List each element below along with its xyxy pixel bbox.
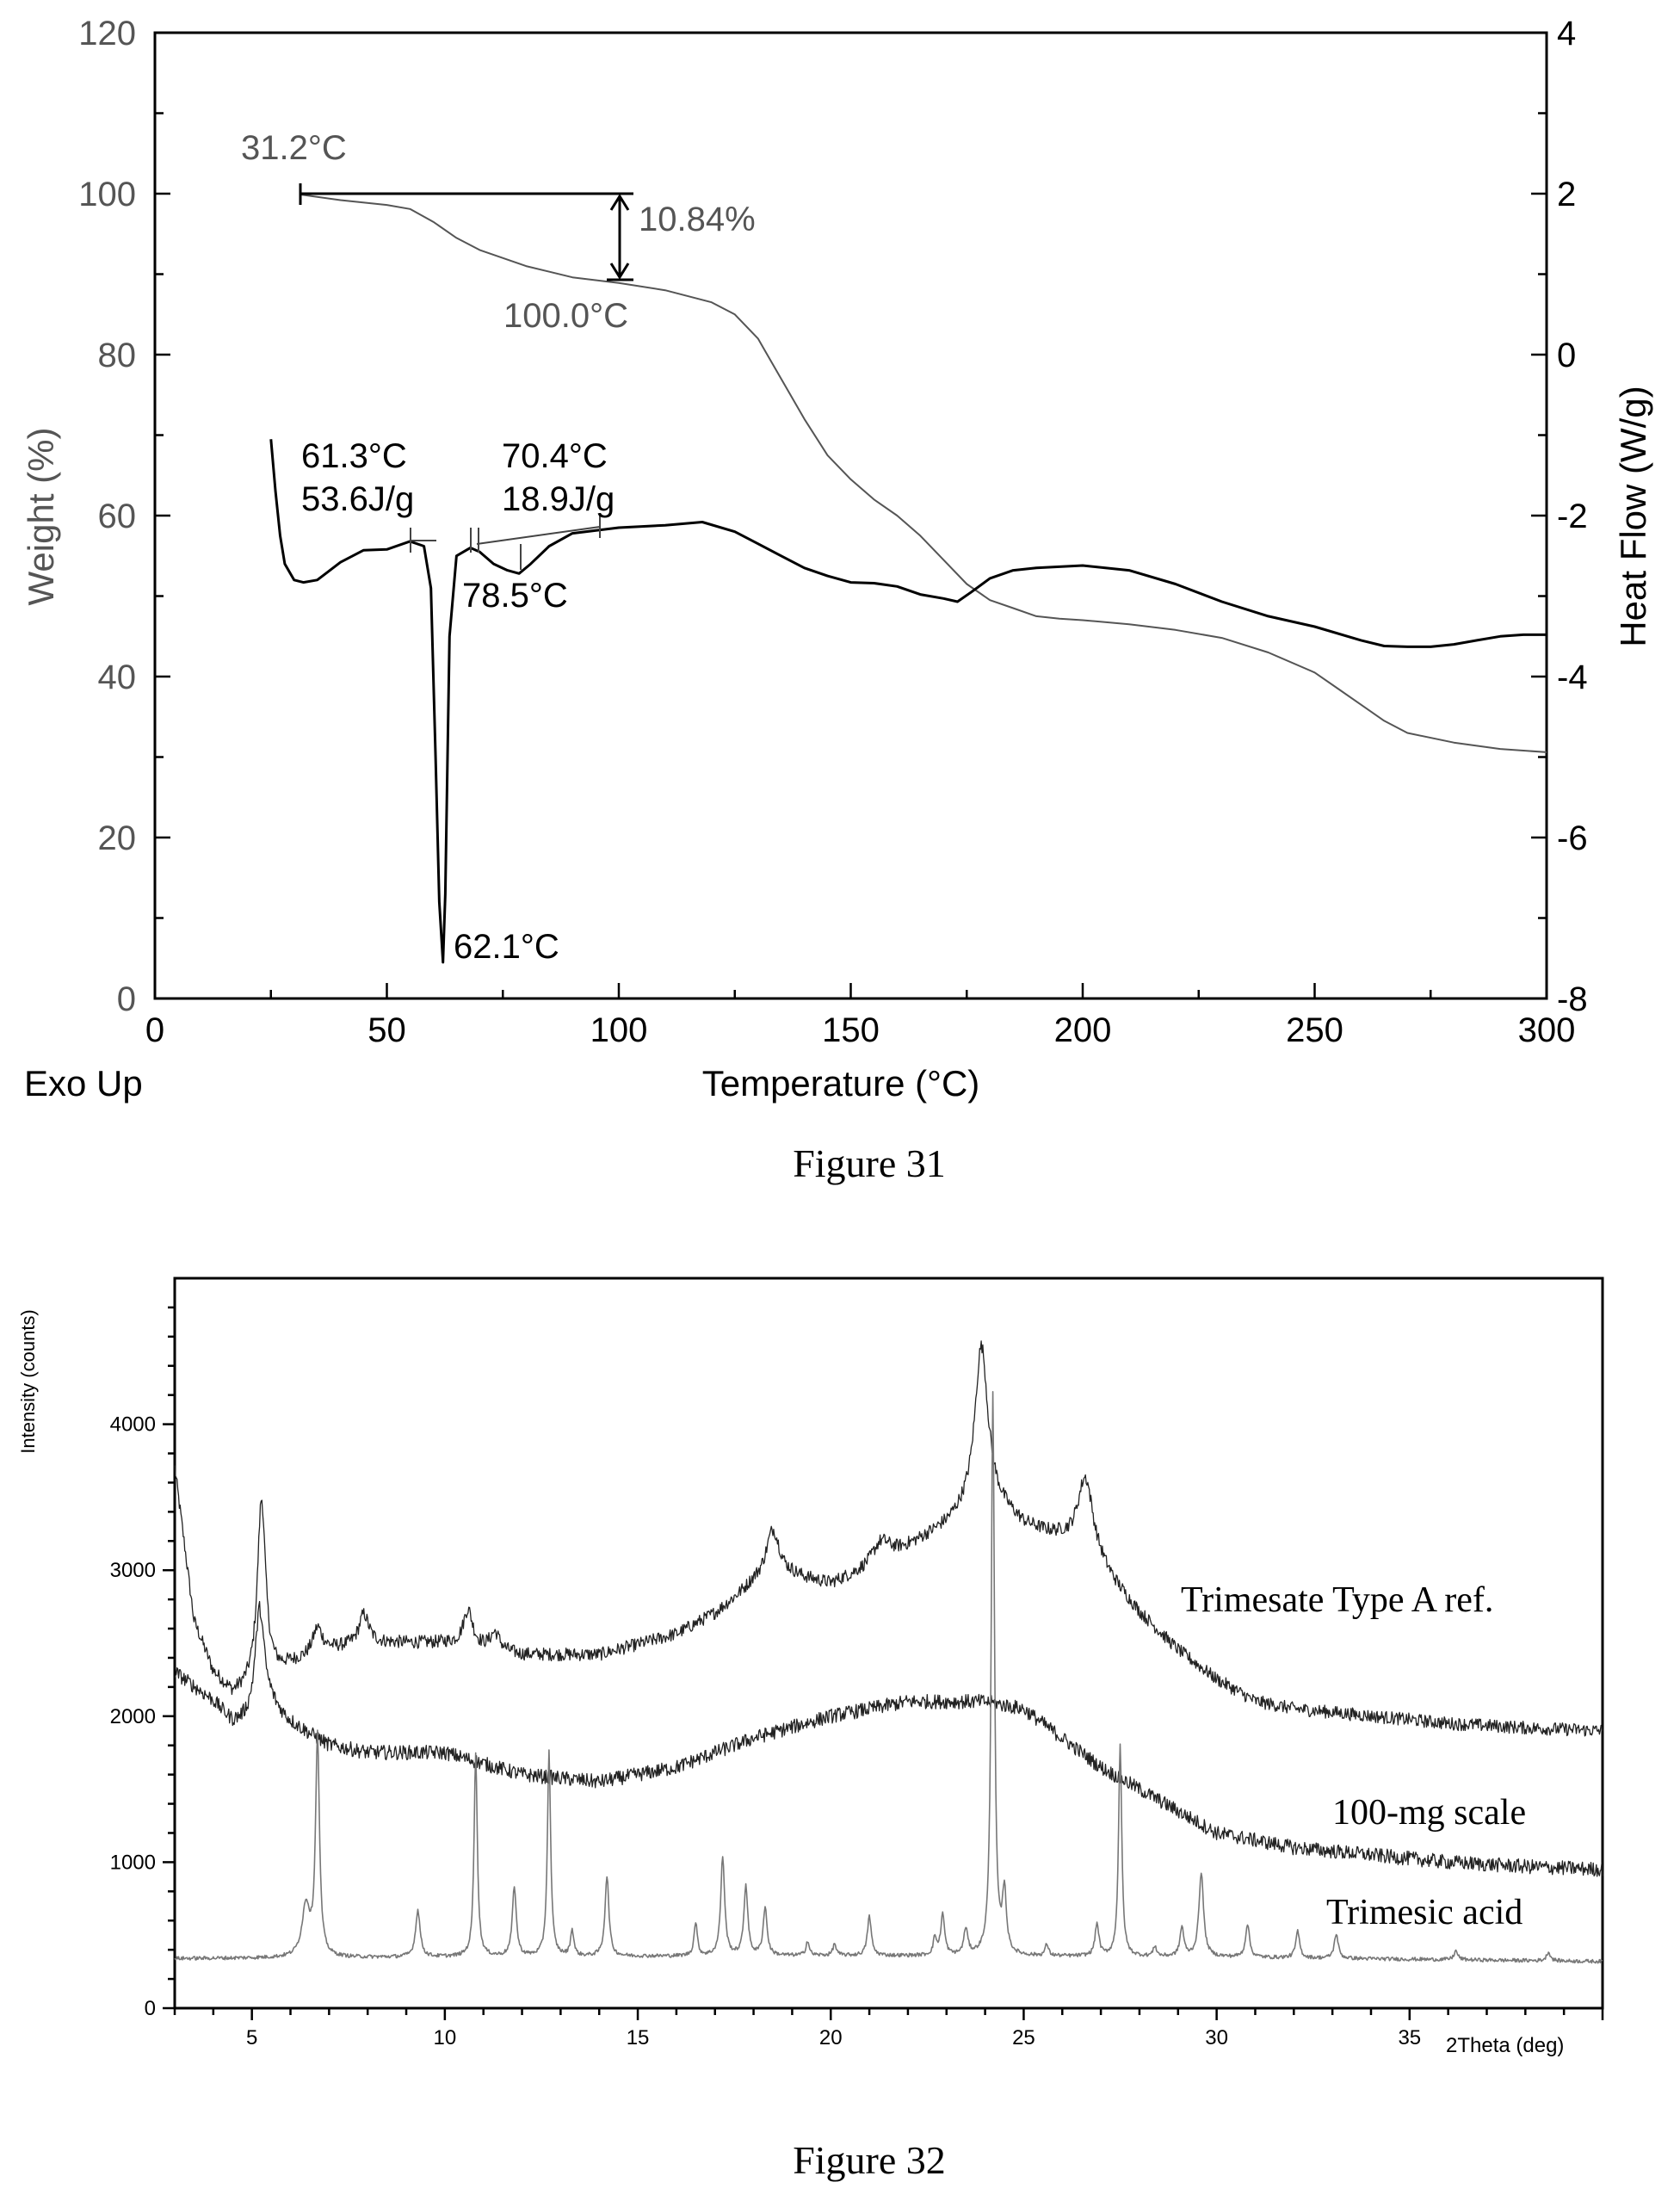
fig32-series-labels: Trimesate Type A ref. 100-mg scale Trime… [1181, 1580, 1526, 1932]
fig31-y-left-tick-label: 60 [98, 498, 137, 535]
figure-32-caption: Figure 32 [793, 2138, 946, 2182]
fig31-y-right-tick-label: 4 [1557, 15, 1576, 53]
xrpd-trimesate-type-a-ref-curve [174, 1340, 1603, 1737]
fig31-y-left-tick-label: 120 [78, 15, 136, 53]
dsc-baseline-2 [476, 526, 601, 545]
fig31-y-left-tick-label: 40 [98, 658, 137, 696]
fig31-y-right-tick-label: -8 [1557, 980, 1588, 1018]
dsc-onset2-annotation: 70.4°C [502, 437, 608, 475]
dsc-peak1-annotation: 62.1°C [454, 928, 559, 966]
fig31-tick-marks [153, 31, 1548, 1000]
xrpd-100mg-scale-curve [174, 1600, 1603, 1877]
fig32-y-tick-label: 3000 [110, 1559, 156, 1582]
fig31-x-tick-label: 100 [590, 1011, 648, 1049]
fig32-y-tick-label: 1000 [110, 1851, 156, 1874]
figure-31-tga-dsc: 0 50 100 150 200 250 300020406080100120-8-6-4-… [21, 15, 1653, 1185]
fig32-x-tick-label: 30 [1205, 2026, 1228, 2049]
fig31-x-axis-label: Temperature (°C) [702, 1063, 980, 1104]
figure-32-xrpd: 5 10 15 20 25 30 35 0 1000 2000 3000 4000 Trimesate… [17, 1277, 1604, 2182]
fig31-x-tick-label: 250 [1286, 1011, 1343, 1049]
dsc-integration-marks [410, 513, 601, 570]
fig31-y-left-tick-label: 100 [78, 176, 136, 213]
tga-step-marker [299, 183, 633, 281]
fig32-x-tick-label: 10 [434, 2026, 457, 2049]
series-label-trimesic-acid: Trimesic acid [1326, 1893, 1522, 1932]
fig31-y-right-tick-label: -2 [1557, 498, 1588, 535]
dsc-onset1-annotation: 61.3°C [301, 437, 407, 475]
tga-drop-arrow-head-top [609, 194, 630, 211]
fig32-tick-marks [163, 1306, 1604, 2020]
fig32-y-tick-label: 4000 [110, 1413, 156, 1437]
dsc-peak2-annotation: 78.5°C [462, 577, 568, 615]
fig31-x-tick-label: 150 [822, 1011, 880, 1049]
fig31-y-left-tick-label: 80 [98, 337, 137, 374]
fig31-series [269, 193, 1547, 964]
fig32-y-axis-label: Intensity (counts) [17, 1309, 39, 1454]
fig31-exo-up-label: Exo Up [24, 1063, 143, 1104]
fig31-y-right-tick-label: 2 [1557, 176, 1576, 213]
xrpd-trimesic-acid-curve [174, 1391, 1603, 1964]
fig31-y-left-tick-label: 20 [98, 819, 137, 857]
fig31-y-right-tick-label: -6 [1557, 819, 1588, 857]
fig32-x-tick-label: 20 [819, 2026, 843, 2049]
tga-end-annotation: 100.0°C [503, 297, 628, 335]
fig32-y-tick-label: 2000 [110, 1705, 156, 1728]
fig32-x-tick-label: 5 [246, 2026, 257, 2049]
fig32-x-tick-label: 25 [1012, 2026, 1035, 2049]
fig31-x-tick-label: 50 [368, 1011, 406, 1049]
fig32-x-tick-label: 35 [1398, 2026, 1421, 2049]
fig31-y-left-label: Weight (%) [21, 428, 61, 606]
dsc-enthalpy1-annotation: 53.6J/g [301, 480, 414, 518]
fig32-x-tick-label: 15 [627, 2026, 650, 2049]
fig32-y-tick-label: 0 [145, 1997, 156, 2020]
tga-drop-arrow-head-bottom [609, 263, 630, 280]
series-label-trimesate: Trimesate Type A ref. [1181, 1580, 1493, 1620]
dsc-heat-flow-curve [269, 439, 1547, 964]
fig32-tick-labels: 5 10 15 20 25 30 35 0 1000 2000 3000 4000 [110, 1413, 1422, 2049]
fig31-annotations: 31.2°C 10.84% 100.0°C 61.3°C 53.6J/g 70.… [241, 129, 756, 966]
fig31-tick-labels: 0 50 100 150 200 250 300020406080100120-8-6-4-… [78, 15, 1587, 1049]
fig32-series [174, 1340, 1603, 1964]
tga-weight-curve [300, 193, 1547, 753]
fig31-x-tick-label: 200 [1054, 1011, 1112, 1049]
tga-loss-annotation: 10.84% [639, 201, 756, 238]
fig31-x-tick-label: 0 [145, 1011, 164, 1049]
fig32-x-axis-label: 2Theta (deg) [1446, 2034, 1564, 2057]
tga-start-annotation: 31.2°C [241, 129, 347, 167]
fig31-y-right-label: Heat Flow (W/g) [1613, 386, 1653, 646]
fig31-y-right-tick-label: -4 [1557, 658, 1588, 696]
fig31-y-left-tick-label: 0 [117, 980, 136, 1018]
figure-31-caption: Figure 31 [793, 1141, 946, 1185]
fig31-y-right-tick-label: 0 [1557, 337, 1576, 374]
series-label-100mg: 100-mg scale [1332, 1793, 1526, 1833]
fig31-x-tick-label: 300 [1518, 1011, 1576, 1049]
fig32-plot-frame [173, 1277, 1604, 2010]
dsc-enthalpy2-annotation: 18.9J/g [502, 480, 615, 518]
